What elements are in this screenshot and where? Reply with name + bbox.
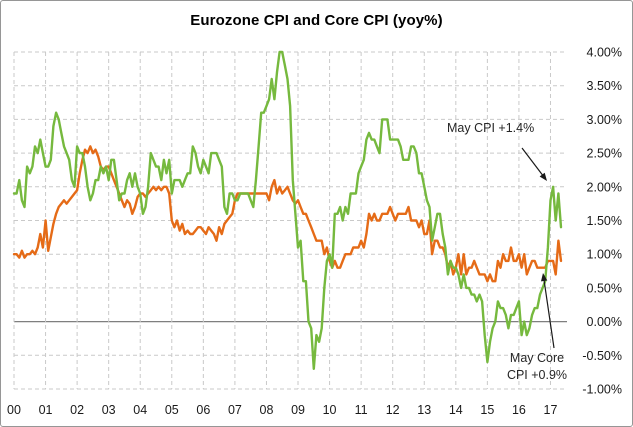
y-tick-label: 2.50%	[587, 147, 622, 161]
annotation-may-core: May Core CPI +0.9%	[500, 350, 574, 384]
annotation-may-core-line2: CPI +0.9%	[506, 368, 568, 382]
chart-title: Eurozone CPI and Core CPI (yoy%)	[190, 12, 443, 29]
x-tick-label: 11	[355, 403, 368, 417]
may-core-arrow	[543, 277, 555, 349]
cpi-line	[12, 50, 563, 370]
y-tick-label: 1.50%	[587, 214, 622, 228]
annotation-may-core-line1: May Core	[509, 351, 565, 365]
x-tick-label: 15	[480, 403, 494, 417]
x-tick-label: 05	[165, 403, 179, 417]
y-tick-label: 0.00%	[587, 315, 622, 329]
x-tick-label: 08	[260, 403, 274, 417]
x-tick-label: 04	[133, 403, 147, 417]
x-tick-label: 07	[228, 403, 242, 417]
y-tick-label: -0.50%	[582, 349, 622, 363]
y-tick-label: 1.00%	[587, 248, 622, 262]
core-cpi-line	[12, 145, 563, 283]
x-tick-label: 12	[386, 403, 400, 417]
may-cpi-arrow	[521, 147, 545, 178]
x-tick-label: 06	[196, 403, 210, 417]
x-tick-label: 10	[323, 403, 337, 417]
x-tick-label: 16	[512, 403, 526, 417]
y-tick-label: 0.50%	[587, 281, 622, 295]
x-tick-label: 00	[7, 403, 21, 417]
y-tick-label: -1.00%	[582, 383, 622, 397]
x-tick-label: 02	[70, 403, 84, 417]
y-tick-label: 2.00%	[587, 180, 622, 194]
x-tick-label: 13	[417, 403, 431, 417]
y-tick-label: 3.00%	[587, 113, 622, 127]
x-tick-label: 17	[544, 403, 558, 417]
x-tick-label: 09	[291, 403, 305, 417]
may-cpi-arrow-head	[539, 172, 547, 181]
y-tick-label: 4.00%	[587, 46, 622, 60]
annotation-may-cpi: May CPI +1.4%	[447, 121, 535, 135]
may-core-arrow-head	[540, 273, 548, 282]
y-tick-label: 3.50%	[587, 79, 622, 93]
x-tick-label: 03	[102, 403, 116, 417]
x-tick-label: 01	[39, 403, 53, 417]
x-tick-label: 14	[449, 403, 463, 417]
